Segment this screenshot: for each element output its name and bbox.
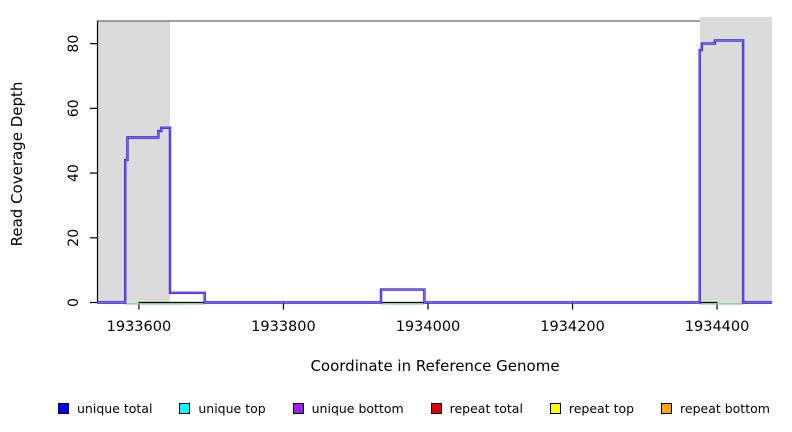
y-tick-label: 0 <box>66 298 82 307</box>
legend-label: unique top <box>198 400 266 416</box>
axes: 0 20 40 60 80 1933600 1933800 1934000 1934200 193… <box>66 21 749 335</box>
coverage-line-halo <box>97 39 772 304</box>
x-tick-label: 1934400 <box>685 319 750 335</box>
x-axis-title: Coordinate in Reference Genome <box>310 357 559 375</box>
series-lines <box>97 39 772 305</box>
legend-label: repeat top <box>568 400 635 416</box>
legend-label: unique bottom <box>311 400 404 416</box>
legend-label: repeat bottom <box>680 400 770 416</box>
legend-swatch-repeat-bottom <box>661 402 673 414</box>
legend: unique total unique top unique bottom repea… <box>58 398 770 418</box>
legend-swatch-unique-top <box>179 402 191 414</box>
legend-item-repeat-total: repeat total <box>430 400 523 416</box>
legend-item-unique-bottom: unique bottom <box>292 400 404 416</box>
legend-label: repeat total <box>449 400 523 416</box>
y-tick-label: 20 <box>66 229 82 247</box>
y-axis-title: Read Coverage Depth <box>8 82 26 247</box>
legend-item-unique-top: unique top <box>179 400 266 416</box>
x-tick-label: 1934000 <box>396 319 461 335</box>
legend-swatch-repeat-top <box>549 402 561 414</box>
legend-item-unique-total: unique total <box>58 401 152 416</box>
legend-item-repeat-bottom: repeat bottom <box>661 401 770 416</box>
x-tick-label: 1933800 <box>251 319 316 335</box>
y-tick-label: 60 <box>66 99 82 117</box>
shaded-repeat-regions <box>97 17 772 304</box>
repeat-region-highlight <box>699 17 772 304</box>
legend-swatch-unique-bottom <box>292 402 304 414</box>
repeat-region-highlight <box>97 21 170 304</box>
x-tick-label: 1933600 <box>107 319 172 335</box>
legend-item-repeat-top: repeat top <box>549 400 635 416</box>
y-tick-label: 80 <box>66 35 82 53</box>
y-tick-label: 40 <box>66 164 82 182</box>
legend-label: unique total <box>77 400 153 416</box>
x-tick-label: 1934200 <box>540 319 605 335</box>
legend-swatch-repeat-total <box>430 402 442 414</box>
coverage-plot: 0 20 40 60 80 1933600 1933800 1934000 1934200 193… <box>8 17 772 375</box>
legend-swatch-unique-total <box>58 402 69 414</box>
coverage-line-core <box>97 39 772 304</box>
